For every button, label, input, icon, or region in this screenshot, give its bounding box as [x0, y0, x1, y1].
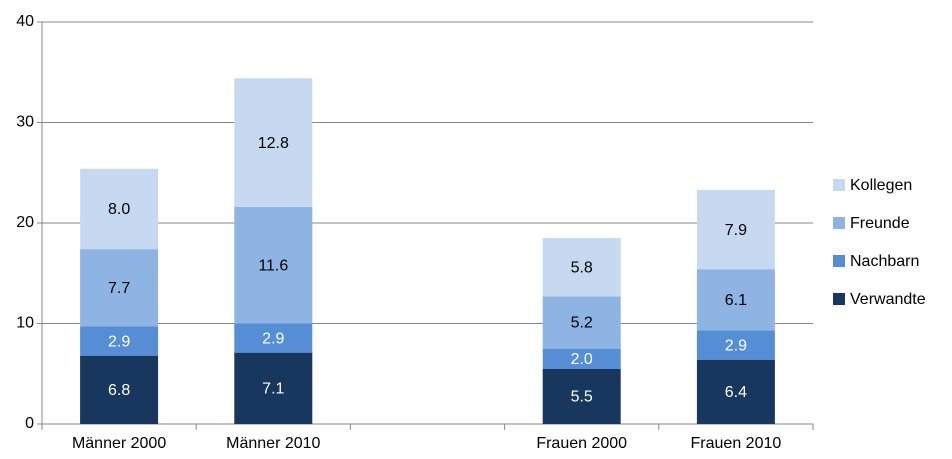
bar-segment	[696, 359, 775, 424]
bar-segment	[234, 352, 313, 424]
bar-segment	[234, 206, 313, 324]
bar-segment	[542, 348, 621, 369]
bar-segment	[696, 330, 775, 360]
data-label: 6.8	[108, 382, 130, 399]
data-label: 2.9	[725, 337, 747, 354]
bar-segment	[696, 269, 775, 331]
legend-label: Verwandte	[850, 291, 926, 308]
data-label: 6.4	[725, 384, 747, 401]
bar-segment	[80, 249, 159, 327]
y-tick-label: 0	[25, 415, 34, 432]
bar-segment	[234, 323, 313, 353]
data-label: 7.7	[108, 280, 130, 297]
data-label: 12.8	[258, 135, 289, 152]
legend-label: Nachbarn	[850, 253, 919, 270]
bar-segment	[80, 355, 159, 424]
legend-swatch	[833, 217, 845, 229]
bar-segment	[542, 238, 621, 297]
data-label: 5.8	[571, 259, 593, 276]
data-label: 7.9	[725, 222, 747, 239]
bar-segment	[696, 189, 775, 270]
x-tick-label: Frauen 2000	[536, 435, 627, 452]
x-tick-label: Männer 2010	[226, 435, 320, 452]
x-tick-label: Frauen 2010	[691, 435, 782, 452]
legend-swatch	[833, 293, 845, 305]
data-label: 2.0	[571, 351, 593, 368]
data-label: 5.5	[571, 389, 593, 406]
legend-label: Kollegen	[850, 177, 912, 194]
data-label: 2.9	[108, 333, 130, 350]
legend-swatch	[833, 255, 845, 267]
y-tick-label: 40	[16, 13, 34, 30]
bar-segment	[80, 326, 159, 356]
data-label: 7.1	[262, 381, 284, 398]
bar-segment	[542, 296, 621, 349]
y-tick-label: 20	[16, 214, 34, 231]
data-label: 2.9	[262, 330, 284, 347]
y-tick-label: 10	[16, 315, 34, 332]
x-tick-label: Männer 2000	[72, 435, 166, 452]
bar-segment	[80, 168, 159, 250]
bar-segment	[542, 368, 621, 424]
legend-swatch	[833, 179, 845, 191]
data-label: 5.2	[571, 315, 593, 332]
data-label: 8.0	[108, 201, 130, 218]
data-label: 6.1	[725, 292, 747, 309]
legend-label: Freunde	[850, 215, 910, 232]
data-label: 11.6	[258, 257, 288, 274]
y-tick-label: 30	[16, 114, 34, 131]
bar-segment	[234, 78, 313, 207]
